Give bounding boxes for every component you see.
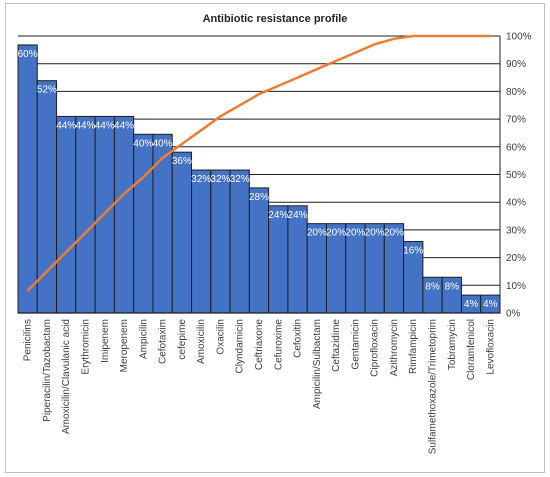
category-label-18: Ciprofloxacin [370,319,381,377]
bar-label-15: 20% [307,228,327,239]
bar-label-1: 52% [37,85,57,96]
bar-label-10: 32% [210,174,230,185]
category-label-20: Rimfampicin [408,319,419,374]
bar-label-2: 44% [56,120,76,131]
bar-label-5: 44% [114,120,134,131]
right-tick-label-7: 70% [506,115,526,126]
bar-label-20: 16% [403,246,423,257]
category-tick-labels: Penicilins Piperacilin/Tazobactam Amoxicil… [23,319,497,455]
bar-6 [133,133,154,314]
category-label-19: Azithromycin [389,319,400,376]
category-label-8: cefepime [177,319,188,360]
category-label-0: Penicilins [23,319,34,361]
category-label-13: Cefuroxime [273,319,284,371]
category-label-12: Ceftriaxone [254,319,265,371]
category-label-24: Levofloxacin [485,319,496,375]
category-label-2: Amoxicilin/Clavulanic acid [61,319,72,434]
right-tick-label-6: 60% [506,142,526,153]
bar-label-19: 20% [384,228,404,239]
bar-2 [56,115,77,314]
bars [17,44,501,314]
bar-label-6: 40% [133,138,153,149]
right-tick-label-9: 90% [506,59,526,70]
chart-title: Antibiotic resistance profile [203,13,348,25]
bar-8 [171,151,193,314]
right-tick-label-2: 20% [506,253,526,264]
right-tick-label-4: 40% [506,198,526,209]
bar-label-22: 8% [445,281,460,292]
bar-5 [113,115,135,314]
category-label-5: Meropenem [119,319,130,372]
bar-9 [191,169,212,314]
category-label-21: Sulfamethoxazole/Trimetoprim [428,319,439,454]
category-label-23: Cloramfenicol [466,319,477,380]
right-tick-label-5: 50% [506,170,526,181]
right-tick-label-3: 30% [506,225,526,236]
right-axis-tick-labels: 0% 10% 20% 30% 40% 50% 60% 70% 80% 90% 100% [506,32,532,320]
bar-label-4: 44% [95,120,115,131]
bar-13 [268,205,289,314]
bar-label-13: 24% [268,210,288,221]
category-label-17: Gentamicin [350,319,361,370]
bar-7 [152,133,173,314]
bar-label-18: 20% [365,228,385,239]
category-label-14: Cefoxitin [293,319,304,358]
bar-label-11: 32% [230,174,250,185]
bar-data-labels: 60%52%44% 44% 44% 44%40% 40%36%32% 32% 32%28%2… [18,49,498,310]
bar-label-23: 4% [464,299,479,310]
right-tick-label-8: 80% [506,87,526,98]
bar-label-21: 8% [425,281,440,292]
bar-label-12: 28% [249,192,269,203]
right-tick-label-1: 10% [506,281,526,292]
category-label-3: Erythromicin [80,319,91,375]
category-label-4: Imipenem [100,319,111,363]
right-tick-label-10: 100% [506,32,532,43]
bar-3 [75,115,96,314]
bar-label-24: 4% [483,299,498,310]
bar-10 [210,169,231,314]
category-label-16: Ceftazidime [331,319,342,372]
category-label-15: Ampicilin/Sulbactam [312,319,323,409]
category-label-6: Ampicilin [138,319,149,359]
bar-12 [248,187,270,314]
category-label-10: Oxacilin [215,319,226,355]
bar-label-8: 36% [172,156,192,167]
axes [18,36,501,314]
right-tick-label-0: 0% [506,309,521,320]
category-label-7: Cefotaxim [158,319,169,364]
cumulative-line [26,34,491,292]
category-label-9: Amoxicilin [196,319,207,364]
category-label-11: Clyndamicin [235,319,246,373]
bar-14 [287,205,308,314]
bar-label-9: 32% [191,174,211,185]
bar-label-14: 24% [288,210,308,221]
bar-11 [229,169,250,314]
bar-label-7: 40% [153,138,173,149]
bar-label-16: 20% [326,228,346,239]
category-label-1: Piperacilin/Tazobactam [42,319,53,422]
category-label-22: Tobramycin [447,319,458,370]
bar-label-17: 20% [345,228,365,239]
bar-label-3: 44% [75,120,95,131]
bar-label-0: 60% [18,49,38,60]
bar-0 [17,44,38,314]
cumulative-line-path [26,34,491,292]
